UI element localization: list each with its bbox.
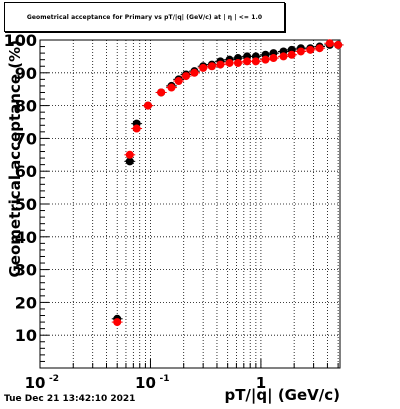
x-tick-label: 10 [25,374,46,392]
x-tick-label-exponent: -2 [49,374,59,384]
data-point-red [113,318,122,327]
timestamp: Tue Dec 21 13:42:10 2021 [4,394,136,404]
y-tick-label: 40 [15,228,37,247]
data-point-red [199,63,208,72]
data-point-red [182,72,191,81]
y-axis-title: Geometrical acceptance (%) [6,40,24,278]
x-tick-label-exponent: -1 [159,374,169,384]
y-tick-label: 80 [15,97,37,116]
data-points [111,39,344,327]
data-point-red [315,44,324,53]
grid [40,40,340,368]
axes [39,39,341,369]
data-point-red [207,62,216,71]
plot-frame [39,39,341,369]
data-point-red [261,55,270,64]
y-tick-label: 100 [4,31,37,50]
data-point-red [143,101,152,110]
data-point-red [167,83,176,92]
data-point-red [325,39,334,48]
data-point-red [132,124,141,133]
data-point-red [296,47,305,56]
y-tick-label: 20 [15,293,37,312]
data-point-red [279,52,288,61]
data-point-red [174,77,183,85]
x-tick-label: 10 [135,374,156,392]
x-axis-title: pT/|q| (GeV/c) [224,386,340,405]
y-tick-label: 10 [15,326,37,345]
data-point-red [306,45,315,54]
data-point-black [125,157,134,166]
chart-title: Geometrical acceptance for Primary vs pT… [26,14,263,21]
data-point-red [125,150,134,159]
data-point-red [157,88,166,97]
y-tick-label: 60 [15,162,37,181]
title-box: Geometrical acceptance for Primary vs pT… [4,2,285,32]
y-tick-label: 90 [15,64,37,83]
data-point-red [216,60,225,69]
data-point-red [190,68,199,77]
y-tick-label: 50 [15,195,37,214]
data-point-red [251,57,260,66]
data-point-red [287,50,296,59]
data-point-red [233,58,242,67]
y-tick-label: 70 [15,129,37,148]
data-point-red [334,40,343,49]
y-tick-label: 30 [15,261,37,280]
data-point-red [243,57,252,66]
data-point-red [269,54,278,63]
data-point-red [225,58,234,67]
x-tick-label: 1 [256,374,266,392]
